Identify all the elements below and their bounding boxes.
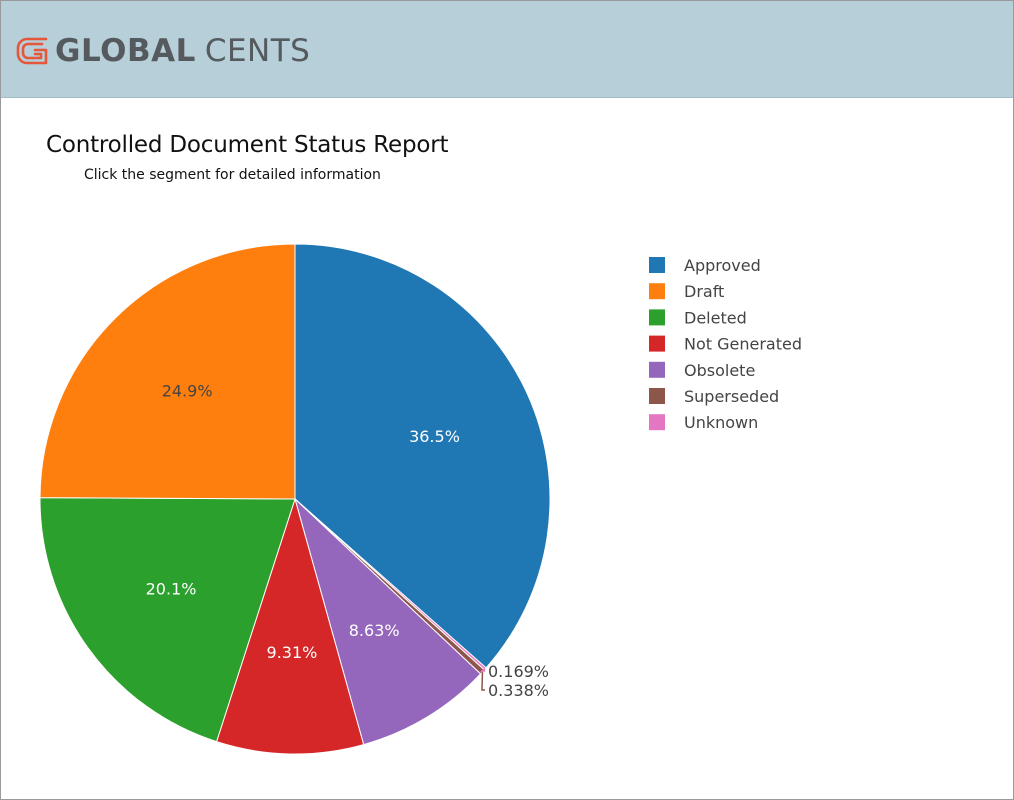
data-label-obsolete: 8.63%: [349, 621, 400, 640]
legend-item-superseded[interactable]: Superseded: [649, 387, 779, 406]
data-label-draft: 24.9%: [162, 382, 213, 401]
brand-name-light: CENTS: [204, 33, 311, 69]
data-label-superseded: 0.338%: [488, 681, 549, 700]
pie-slice-approved[interactable]: [294, 243, 551, 669]
legend-label-approved: Approved: [684, 256, 761, 275]
legend-item-not-generated[interactable]: Not Generated: [649, 335, 802, 354]
data-label-unknown: 0.169%: [488, 662, 549, 681]
pie-slice-not-generated[interactable]: [215, 497, 365, 755]
brand-name-bold: GLOBAL: [55, 33, 196, 69]
pie-slice-deleted[interactable]: [39, 497, 296, 743]
legend-swatch-unknown: [649, 414, 665, 431]
legend-label-superseded: Superseded: [684, 387, 779, 406]
legend-item-draft[interactable]: Draft: [649, 282, 724, 301]
legend-item-obsolete[interactable]: Obsolete: [649, 361, 755, 380]
globalcents-logo-icon: [16, 37, 48, 65]
chart-title: Controlled Document Status Report: [46, 132, 449, 158]
pie-slice-obsolete[interactable]: [294, 497, 482, 746]
legend-label-draft: Draft: [684, 282, 724, 301]
legend-item-deleted[interactable]: Deleted: [649, 308, 747, 327]
legend-item-approved[interactable]: Approved: [649, 256, 761, 275]
legend-swatch-approved: [649, 257, 665, 273]
data-label-deleted: 20.1%: [146, 580, 197, 599]
legend-label-unknown: Unknown: [684, 413, 758, 432]
legend-swatch-superseded: [649, 388, 665, 404]
legend-swatch-obsolete: [649, 361, 665, 378]
legend-item-unknown[interactable]: Unknown: [649, 413, 758, 432]
legend-swatch-not-generated: [649, 335, 665, 352]
legend-label-not-generated: Not Generated: [684, 335, 802, 354]
header-banner: GLOBAL CENTS: [1, 1, 1013, 98]
leader-line-unknown: [479, 668, 486, 672]
chart-subtitle: Click the segment for detailed informati…: [84, 167, 381, 183]
brand-logo[interactable]: GLOBAL CENTS: [15, 31, 310, 71]
legend-label-obsolete: Obsolete: [684, 361, 755, 380]
pie-slice-draft[interactable]: [39, 243, 296, 500]
legend-label-deleted: Deleted: [684, 308, 747, 327]
leader-line-superseded: [481, 671, 485, 691]
data-label-approved: 36.5%: [409, 427, 460, 446]
data-label-not-generated: 9.31%: [267, 643, 318, 662]
legend-swatch-deleted: [649, 309, 665, 326]
legend-swatch-draft: [649, 283, 665, 300]
